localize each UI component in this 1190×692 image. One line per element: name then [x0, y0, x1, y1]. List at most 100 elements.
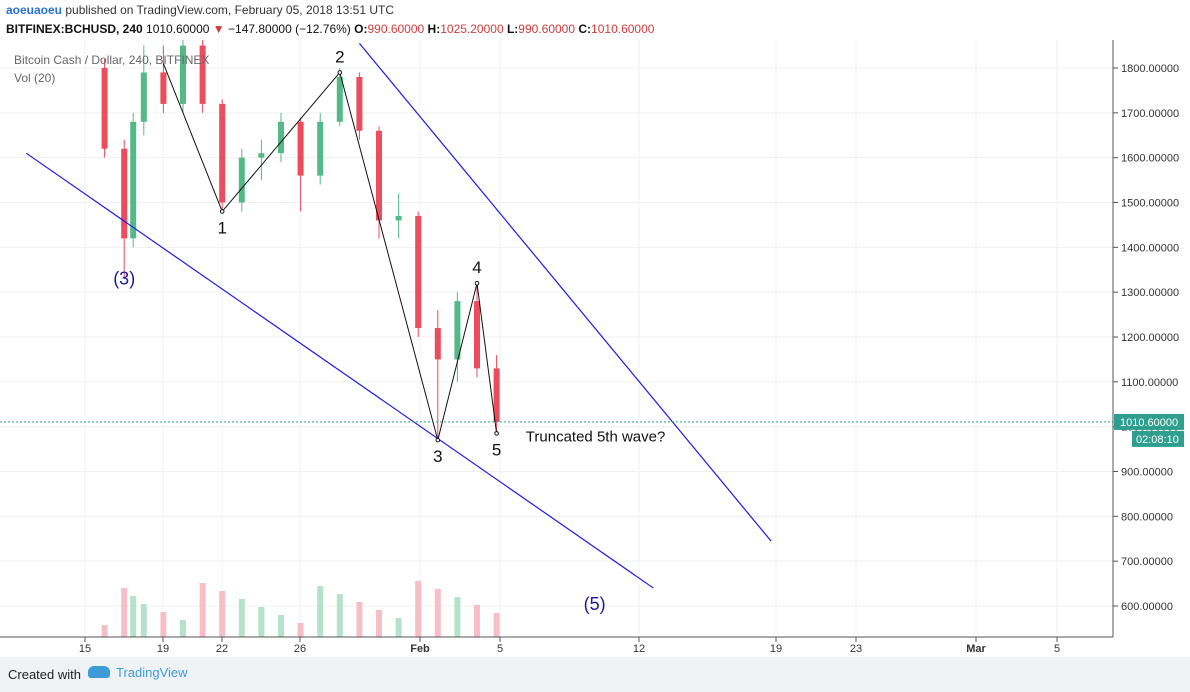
- wave-label: 3: [433, 447, 442, 466]
- y-tick-label: 900.00000: [1121, 467, 1173, 479]
- tradingview-link[interactable]: TradingView: [88, 665, 188, 680]
- candle-body: [415, 215, 422, 329]
- y-tick-label: 800.00000: [1121, 511, 1173, 523]
- x-tick-label: 19: [770, 643, 782, 655]
- candle-body: [434, 328, 441, 360]
- candle-body: [336, 76, 343, 122]
- trendlines: [25, 42, 772, 589]
- candle-body: [199, 45, 206, 104]
- volume-bar: [376, 610, 382, 637]
- price-change: −147.80000 (−12.76%): [228, 22, 351, 36]
- y-tick-label: 1800.00000: [1121, 63, 1179, 75]
- price-axis[interactable]: 1800.00000 1700.00000 1600.00000 1500.00000…: [1113, 63, 1184, 613]
- high-value: 1025.20000: [440, 22, 504, 36]
- candle-body: [454, 301, 461, 360]
- trendline: [358, 42, 772, 542]
- candle-body: [376, 130, 382, 221]
- volume-bar: [493, 613, 500, 637]
- y-tick-label: 700.00000: [1121, 556, 1173, 568]
- created-with-label: Created with: [8, 667, 81, 682]
- low-label: L:: [506, 22, 519, 36]
- chart-header: aoeuaoeu published on TradingView.com, F…: [0, 0, 1190, 40]
- low-value: 990.60000: [518, 22, 576, 36]
- author-link[interactable]: aoeuaoeu: [6, 3, 63, 17]
- candle-body: [395, 215, 402, 221]
- price-chart[interactable]: 1800.00000 1700.00000 1600.00000 1500.00000…: [0, 40, 1190, 657]
- candle-body: [121, 148, 128, 239]
- x-tick-label: 22: [216, 643, 228, 655]
- volume-bar: [140, 604, 147, 637]
- x-tick-label: 15: [79, 643, 91, 655]
- symbol-line: BITFINEX:BCHUSD, 240 1010.60000 ▼ −147.8…: [6, 22, 654, 36]
- annotations: 1 2 3 4 5 (3) Truncated 5th wave? (5): [113, 47, 665, 613]
- wave-point: [219, 209, 225, 214]
- high-label: H:: [427, 22, 441, 36]
- candle-body: [297, 121, 304, 176]
- volume-bar: [258, 607, 265, 637]
- y-tick-label: 1700.00000: [1121, 108, 1179, 120]
- x-tick-label: 5: [1054, 643, 1060, 655]
- volume-bar: [317, 586, 324, 637]
- annotation-label: Truncated 5th wave?: [526, 429, 666, 446]
- time-axis[interactable]: 15 19 22 26 Feb 5 12 19 23 Mar 5: [79, 637, 1060, 655]
- volume-bar: [180, 620, 186, 637]
- trendline: [25, 152, 654, 589]
- candle-body: [101, 68, 108, 149]
- candle-body: [278, 121, 284, 154]
- candles: [101, 40, 500, 441]
- volume-bar: [160, 612, 167, 637]
- candle-body: [130, 121, 137, 239]
- wave-point: [474, 280, 480, 286]
- countdown-badge: [1132, 430, 1184, 447]
- volume-bar: [474, 605, 480, 637]
- candle-body: [258, 153, 265, 158]
- annotation-label: (5): [584, 594, 606, 614]
- x-tick-label: 5: [497, 643, 503, 655]
- volume-bar: [219, 591, 226, 637]
- x-tick-label: Feb: [410, 643, 430, 655]
- open-value: 990.60000: [367, 22, 425, 36]
- y-tick-label: 1600.00000: [1121, 153, 1179, 165]
- chart-title: Bitcoin Cash / Dollar, 240, BITFINEX: [14, 53, 209, 67]
- publish-line: aoeuaoeu published on TradingView.com, F…: [6, 3, 394, 17]
- candle-body: [238, 157, 245, 203]
- x-tick-label: 26: [294, 643, 306, 655]
- last-price: 1010.60000: [146, 22, 210, 36]
- x-tick-label: Mar: [966, 643, 986, 655]
- volume-bar: [454, 597, 461, 637]
- volume-bar: [336, 594, 343, 637]
- tradingview-logo-icon: [88, 666, 110, 678]
- close-label: C:: [578, 22, 592, 36]
- volume-bar: [395, 618, 402, 637]
- candle-body: [219, 103, 226, 203]
- y-tick-label: 1100.00000: [1121, 377, 1178, 389]
- open-label: O:: [354, 22, 368, 36]
- down-arrow-icon: ▼: [212, 22, 225, 36]
- wave-point: [337, 70, 343, 75]
- footer: Created with TradingView: [0, 657, 1190, 692]
- countdown-label: 02:08:10: [1136, 434, 1179, 446]
- grid: [0, 40, 1113, 637]
- candle-body: [160, 72, 167, 104]
- volume-bar: [297, 623, 304, 637]
- y-tick-label: 1300.00000: [1121, 287, 1179, 299]
- candle-body: [493, 368, 500, 422]
- chart-background: [0, 40, 1190, 657]
- volume-bar: [121, 588, 128, 637]
- candle-body: [317, 121, 324, 176]
- x-tick-label: 12: [633, 643, 645, 655]
- wave-path: [162, 63, 499, 443]
- volume-bar: [130, 596, 137, 637]
- y-tick-label: 600.00000: [1121, 601, 1173, 613]
- wave-point: [494, 431, 499, 436]
- x-tick-label: 19: [157, 643, 169, 655]
- annotation-label: (3): [113, 269, 135, 289]
- volume-bar: [356, 602, 363, 637]
- tradingview-brand: TradingView: [116, 665, 188, 680]
- wave-label: 5: [492, 440, 501, 459]
- symbol-name: BITFINEX:BCHUSD, 240: [6, 22, 143, 36]
- candle-body: [474, 301, 480, 369]
- wave-label: 2: [335, 47, 344, 66]
- y-tick-label: 1200.00000: [1121, 332, 1179, 344]
- y-tick-label: 1500.00000: [1121, 198, 1179, 210]
